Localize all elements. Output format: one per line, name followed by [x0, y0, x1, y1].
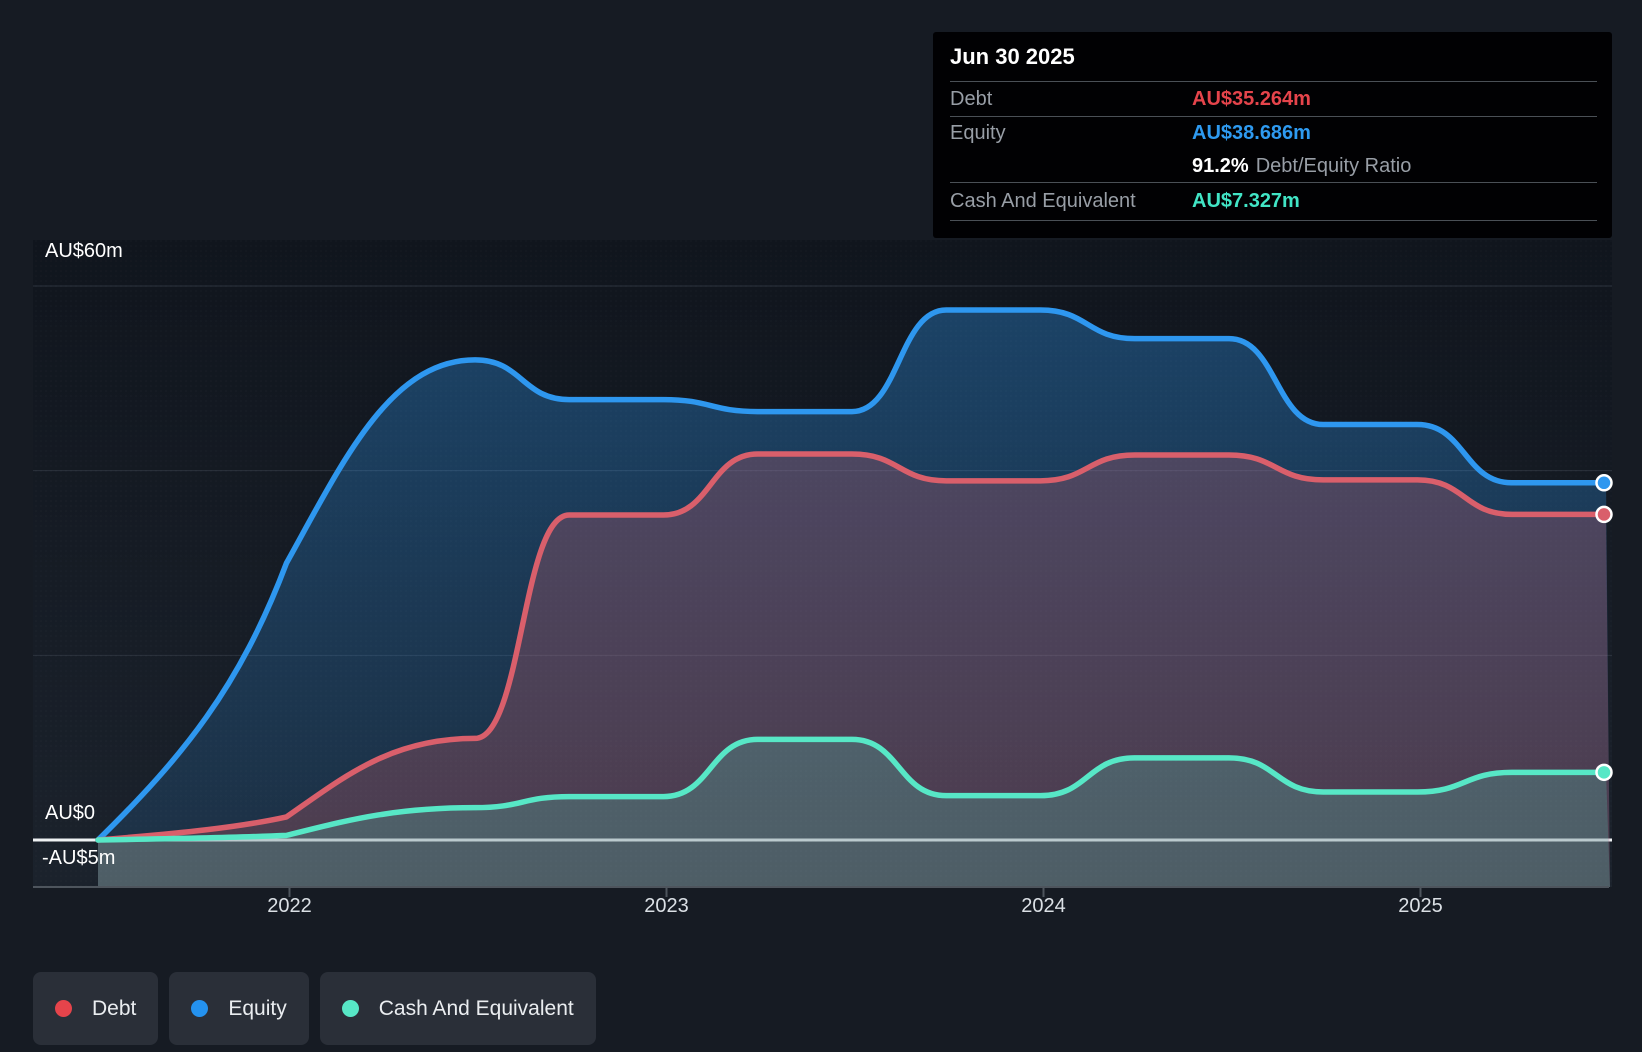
cash-line[interactable] — [95, 736, 1609, 843]
tooltip-ratio-value: 91.2% — [1192, 154, 1249, 177]
tooltip-ratio-label: Debt/Equity Ratio — [1255, 154, 1412, 177]
x-axis-label-2023: 2023 — [644, 895, 689, 917]
tooltip-cash-value: AU$7.327m — [1192, 190, 1300, 212]
legend-item-debt[interactable]: Debt — [33, 972, 159, 1045]
y-axis-label-60m: AU$60m — [45, 240, 123, 262]
cash-color-dot-icon — [341, 1000, 359, 1017]
legend-cash-label: Cash And Equivalent — [378, 996, 574, 1020]
tooltip-cash-label: Cash And Equivalent — [950, 190, 1136, 212]
x-axis-label-2024: 2024 — [1021, 895, 1066, 917]
y-axis-label-0: AU$0 — [45, 802, 96, 824]
equity-end-dot[interactable] — [1595, 474, 1613, 492]
tooltip-date: Jun 30 2025 — [950, 32, 1597, 82]
legend-debt-label: Debt — [92, 996, 137, 1020]
tooltip-equity-label: Equity — [950, 122, 1006, 144]
plot-texture — [33, 240, 1612, 887]
equity-line[interactable] — [95, 307, 1609, 843]
x-axis-label-2025: 2025 — [1398, 895, 1443, 917]
chart-tooltip: Jun 30 2025 Debt AU$35.264m Equity AU$38… — [933, 32, 1612, 238]
debt-end-dot[interactable] — [1595, 505, 1613, 524]
legend-item-cash[interactable]: Cash And Equivalent — [319, 972, 596, 1045]
x-axis-label-2022: 2022 — [267, 895, 312, 917]
equity-color-dot-icon — [191, 1000, 209, 1017]
cash-end-dot[interactable] — [1595, 763, 1613, 782]
legend-item-equity[interactable]: Equity — [169, 972, 309, 1045]
chart-legend: Debt Equity Cash And Equivalent — [33, 972, 596, 1045]
legend-equity-label: Equity — [228, 996, 287, 1020]
tooltip-debt-label: Debt — [950, 87, 993, 110]
tooltip-debt-value: AU$35.264m — [1192, 87, 1311, 110]
debt-line[interactable] — [95, 451, 1609, 843]
y-axis-label-neg5m: -AU$5m — [42, 847, 116, 869]
tooltip-equity-value: AU$38.686m — [1192, 122, 1311, 144]
debt-color-dot-icon — [55, 1000, 72, 1017]
